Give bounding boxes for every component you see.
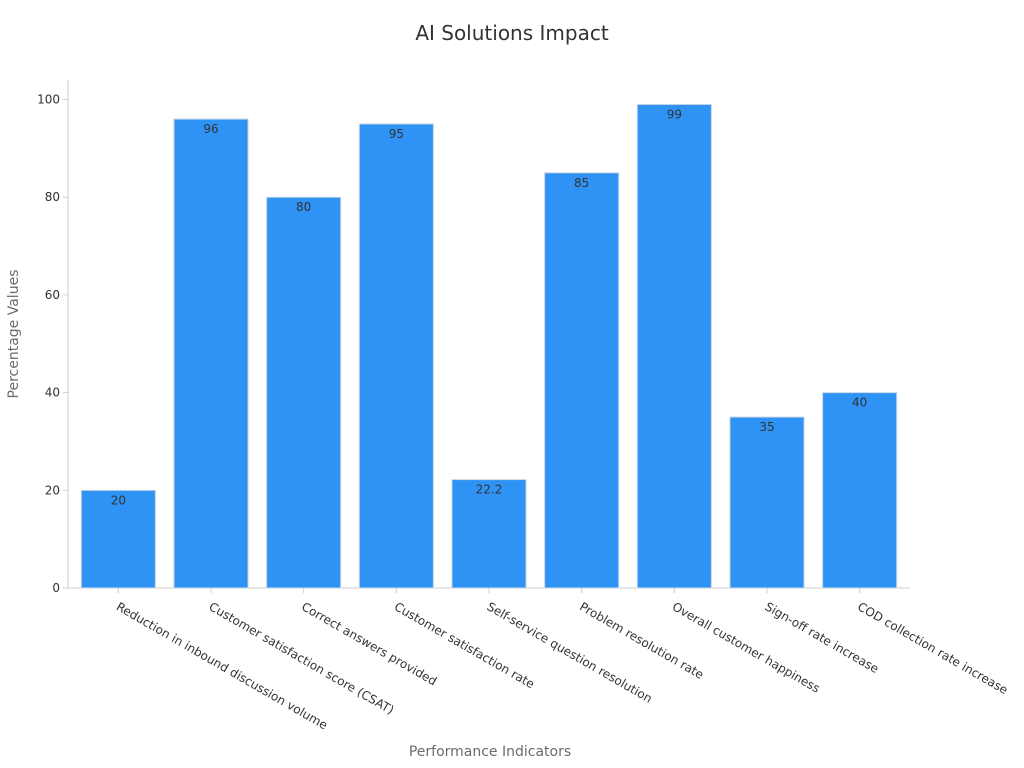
- bar-value-label: 85: [574, 176, 589, 190]
- bar: [358, 123, 434, 589]
- bar-value-label: 99: [667, 107, 682, 121]
- bar-value-label: 96: [203, 122, 218, 136]
- bar: [544, 172, 620, 589]
- bar-value-label: 80: [296, 200, 311, 214]
- x-tick-label: Customer satisfaction score (CSAT): [207, 599, 397, 717]
- y-tick-label: 60: [45, 288, 60, 302]
- bar: [822, 392, 898, 589]
- y-tick-label: 100: [37, 93, 60, 107]
- y-axis-title: Percentage Values: [6, 270, 22, 399]
- chart-title: AI Solutions Impact: [415, 21, 609, 45]
- y-tick-label: 80: [45, 190, 60, 204]
- bar-value-label: 20: [111, 493, 126, 507]
- bar: [173, 118, 249, 589]
- bar: [729, 416, 805, 589]
- bar-value-label: 40: [852, 396, 867, 410]
- x-tick-label: COD collection rate increase: [855, 599, 1010, 697]
- bar: [266, 196, 342, 589]
- y-tick-label: 0: [52, 581, 60, 595]
- bar-value-label: 22.2: [476, 483, 503, 497]
- data-labels-group: 20 96 80 95 22.2 85 99 35 40: [111, 107, 868, 507]
- bar: [80, 489, 156, 589]
- bar-value-label: 95: [389, 127, 404, 141]
- x-tick-label: Self-service question resolution: [485, 599, 655, 705]
- x-axis-ticks: Reduction in inbound discussion volumeCu…: [114, 588, 1010, 732]
- y-axis-ticks: 0 20 40 60 80 100: [37, 93, 68, 595]
- bar-value-label: 35: [759, 420, 774, 434]
- bars-group: [80, 103, 898, 589]
- y-tick-label: 40: [45, 386, 60, 400]
- bar: [636, 103, 712, 589]
- x-tick-label: Overall customer happiness: [670, 599, 823, 695]
- y-tick-label: 20: [45, 483, 60, 497]
- bar: [451, 479, 527, 589]
- x-axis-title: Performance Indicators: [409, 744, 571, 760]
